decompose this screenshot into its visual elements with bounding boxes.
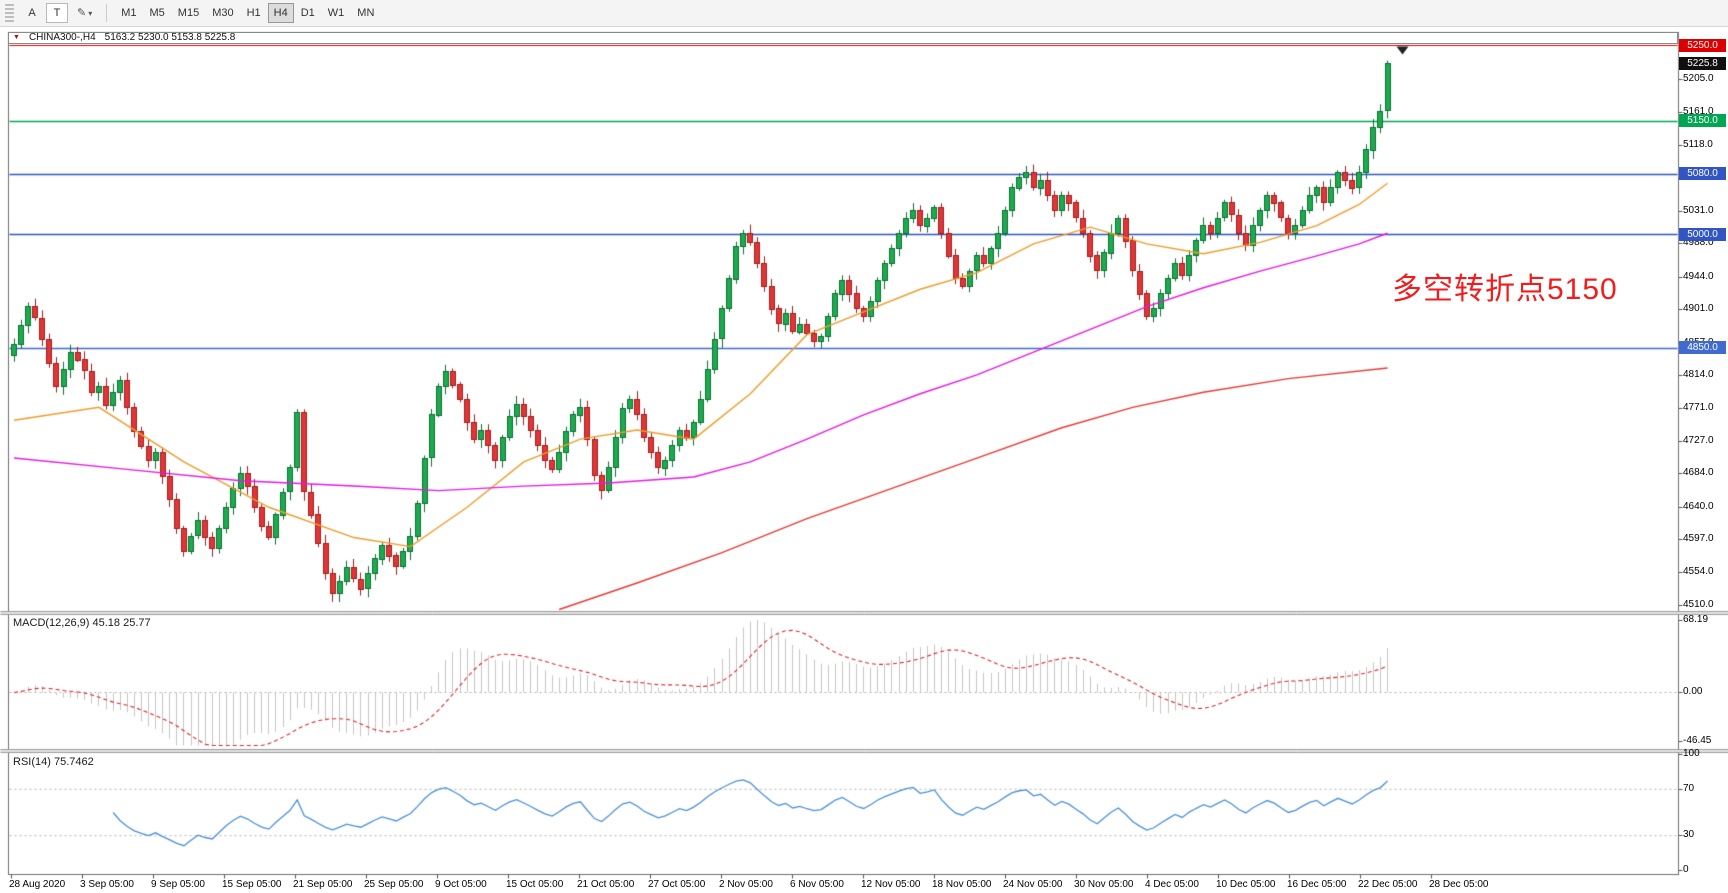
rsi-value: 75.7462 — [53, 756, 94, 768]
time-tick-label: 2 Nov 05:00 — [719, 879, 773, 890]
pencil-icon: ✎ — [77, 7, 87, 19]
macd-indicator-label: MACD(12,26,9) 45.18 25.77 — [13, 617, 151, 629]
macd-tick-label: 68.19 — [1683, 613, 1709, 625]
rsi-tick-label: 30 — [1683, 829, 1695, 841]
drawing-tool-dropdown[interactable]: ✎ ▾ — [71, 3, 98, 23]
price-tick-label: 5031.0 — [1683, 204, 1714, 216]
caret-down-icon: ▾ — [88, 9, 93, 18]
time-tick-label: 22 Dec 05:00 — [1358, 879, 1418, 890]
time-tick-label: 28 Aug 2020 — [9, 879, 66, 890]
level-price-badge[interactable]: 5080.0 — [1679, 167, 1726, 181]
time-tick-label: 28 Dec 05:00 — [1429, 879, 1489, 890]
price-tick-label: 4684.0 — [1683, 467, 1714, 479]
time-tick-label: 6 Nov 05:00 — [790, 879, 844, 890]
timeframe-h4-button[interactable]: H4 — [267, 3, 294, 23]
rsi-tick-label: 70 — [1683, 782, 1695, 794]
timeframe-h1-button[interactable]: H1 — [241, 3, 267, 23]
price-tick-label: 5161.0 — [1683, 106, 1714, 118]
price-tick-label: 4597.0 — [1683, 533, 1714, 545]
level-price-badge[interactable]: 5000.0 — [1679, 227, 1726, 241]
top-toolbar: A T ✎ ▾ M1 M5 M15 M30 H1 H4 D1 W1 MN — [0, 0, 1728, 27]
timeframe-toolbar: M1 M5 M15 M30 H1 H4 D1 W1 MN — [115, 3, 380, 23]
timeframe-m5-button[interactable]: M5 — [144, 3, 171, 23]
text-tool-button[interactable]: T — [46, 3, 68, 23]
rsi-tick-label: 0 — [1683, 864, 1689, 875]
time-tick-label: 9 Oct 05:00 — [435, 879, 487, 890]
price-tick-label: 4901.0 — [1683, 303, 1714, 315]
price-tick-label: 5118.0 — [1683, 138, 1713, 150]
chart-annotation-text: 多空转折点5150 — [1392, 273, 1618, 306]
time-tick-label: 27 Oct 05:00 — [648, 879, 706, 890]
timeframe-m30-button[interactable]: M30 — [206, 3, 239, 23]
level-price-badge[interactable]: 4850.0 — [1679, 341, 1726, 355]
time-tick-label: 15 Sep 05:00 — [222, 879, 282, 890]
macd-signal-value: 25.77 — [123, 617, 151, 629]
rsi-name: RSI(14) — [13, 756, 51, 768]
time-tick-label: 30 Nov 05:00 — [1074, 879, 1134, 890]
time-tick-label: 12 Nov 05:00 — [861, 879, 921, 890]
current-price-badge: 5225.8 — [1679, 56, 1726, 70]
level-price-badge[interactable]: 5250.0 — [1679, 38, 1726, 52]
time-tick-label: 18 Nov 05:00 — [932, 879, 992, 890]
rsi-tick-label: 100 — [1683, 748, 1700, 759]
time-tick-label: 9 Sep 05:00 — [151, 879, 205, 890]
timeframe-w1-button[interactable]: W1 — [322, 3, 351, 23]
price-tick-label: 4944.0 — [1683, 270, 1714, 282]
time-tick-label: 21 Oct 05:00 — [577, 879, 635, 890]
price-tick-label: 4510.0 — [1683, 599, 1714, 611]
ohlc-values-label: 5163.2 5230.0 5153.8 5225.8 — [104, 32, 236, 43]
timeframe-m1-button[interactable]: M1 — [115, 3, 142, 23]
chart-header-strip: ▼ CHINA300-,H4 5163.2 5230.0 5153.8 5225… — [8, 32, 1678, 44]
price-tick-label: 4640.0 — [1683, 500, 1714, 512]
macd-main-value: 45.18 — [92, 617, 121, 629]
timeframe-mn-button[interactable]: MN — [351, 3, 380, 23]
cursor-a-button[interactable]: A — [21, 3, 43, 23]
macd-name: MACD(12,26,9) — [13, 617, 90, 629]
time-tick-label: 15 Oct 05:00 — [506, 879, 564, 890]
time-tick-label: 25 Sep 05:00 — [364, 879, 424, 890]
price-tick-label: 4988.0 — [1683, 237, 1714, 249]
symbol-period-label: CHINA300-,H4 — [28, 32, 96, 43]
price-tick-label: 5205.0 — [1683, 73, 1714, 85]
time-tick-label: 4 Dec 05:00 — [1145, 879, 1199, 890]
toolbar-separator — [106, 4, 108, 22]
time-tick-label: 24 Nov 05:00 — [1003, 879, 1063, 890]
price-tick-label: 4814.0 — [1683, 369, 1714, 381]
price-tick-label: 4771.0 — [1683, 401, 1714, 413]
time-tick-label: 16 Dec 05:00 — [1287, 879, 1347, 890]
price-tick-label: 4554.0 — [1683, 565, 1714, 577]
price-tick-label: 4727.0 — [1683, 434, 1714, 446]
macd-tick-label: -46.45 — [1683, 735, 1712, 747]
chart-collapse-icon[interactable]: ▼ — [13, 34, 20, 41]
timeframe-m15-button[interactable]: M15 — [172, 3, 205, 23]
time-tick-label: 3 Sep 05:00 — [80, 879, 134, 890]
time-tick-label: 21 Sep 05:00 — [293, 879, 353, 890]
timeframe-d1-button[interactable]: D1 — [295, 3, 321, 23]
level-price-badge[interactable]: 5150.0 — [1679, 114, 1726, 128]
macd-tick-label: 0.00 — [1683, 686, 1703, 697]
toolbar-drag-handle[interactable] — [5, 4, 14, 22]
time-tick-label: 10 Dec 05:00 — [1216, 879, 1276, 890]
rsi-indicator-label: RSI(14) 75.7462 — [13, 756, 94, 768]
